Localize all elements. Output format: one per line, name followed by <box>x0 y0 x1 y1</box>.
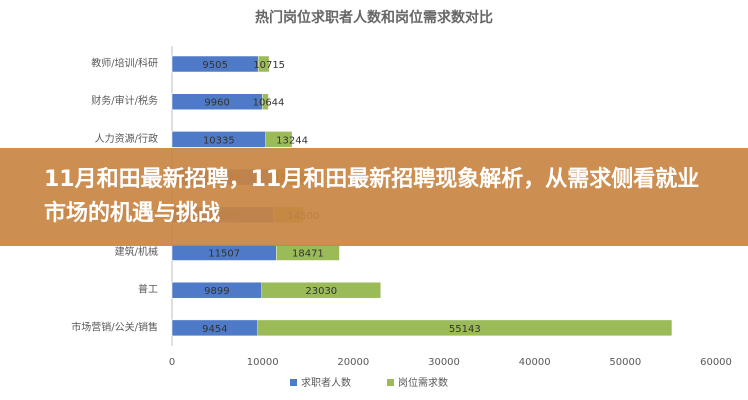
x-tick-label: 10000 <box>247 357 279 368</box>
data-label: 23030 <box>305 286 337 297</box>
x-tick-label: 40000 <box>519 357 551 368</box>
legend-swatch <box>387 379 394 386</box>
data-label: 9899 <box>204 286 229 297</box>
x-tick-label: 0 <box>169 357 175 368</box>
bar <box>171 93 263 110</box>
data-label: 10335 <box>203 135 235 146</box>
x-tick-label: 50000 <box>609 357 641 368</box>
data-label: 9505 <box>202 60 227 71</box>
data-label: 10644 <box>253 98 285 109</box>
bar <box>171 131 266 148</box>
bar <box>171 55 259 73</box>
bar <box>171 319 258 337</box>
data-label: 9454 <box>202 324 227 335</box>
x-tick-label: 60000 <box>700 357 732 368</box>
data-label: 9960 <box>204 98 229 109</box>
banner-title: 11月和田最新招聘，11月和田最新招聘现象解析，从需求侧看就业市场的机遇与挑战 <box>44 167 700 226</box>
category-label: 教师/培训/科研 <box>91 57 158 70</box>
chart-title: 热门岗位求职者人数和岗位需求数对比 <box>255 9 493 26</box>
category-label: 市场营销/公关/销售 <box>71 320 158 333</box>
bar <box>171 281 263 299</box>
legend-swatch <box>290 379 297 386</box>
category-label: 财务/审计/税务 <box>91 94 158 107</box>
legend-label: 求职者人数 <box>301 376 351 389</box>
data-label: 13244 <box>276 135 308 146</box>
category-label: 建筑/机械 <box>115 245 158 258</box>
data-label: 55143 <box>449 324 481 335</box>
data-label: 18471 <box>292 249 324 260</box>
banner: 11月和田最新招聘，11月和田最新招聘现象解析，从需求侧看就业市场的机遇与挑战 <box>0 148 748 246</box>
category-label: 人力资源/行政 <box>95 132 158 145</box>
x-tick-label: 20000 <box>337 357 369 368</box>
category-label: 普工 <box>138 283 158 296</box>
data-label: 10715 <box>253 60 285 71</box>
x-tick-label: 30000 <box>428 357 460 368</box>
data-label: 11507 <box>208 249 240 260</box>
legend-label: 岗位需求数 <box>398 376 448 389</box>
